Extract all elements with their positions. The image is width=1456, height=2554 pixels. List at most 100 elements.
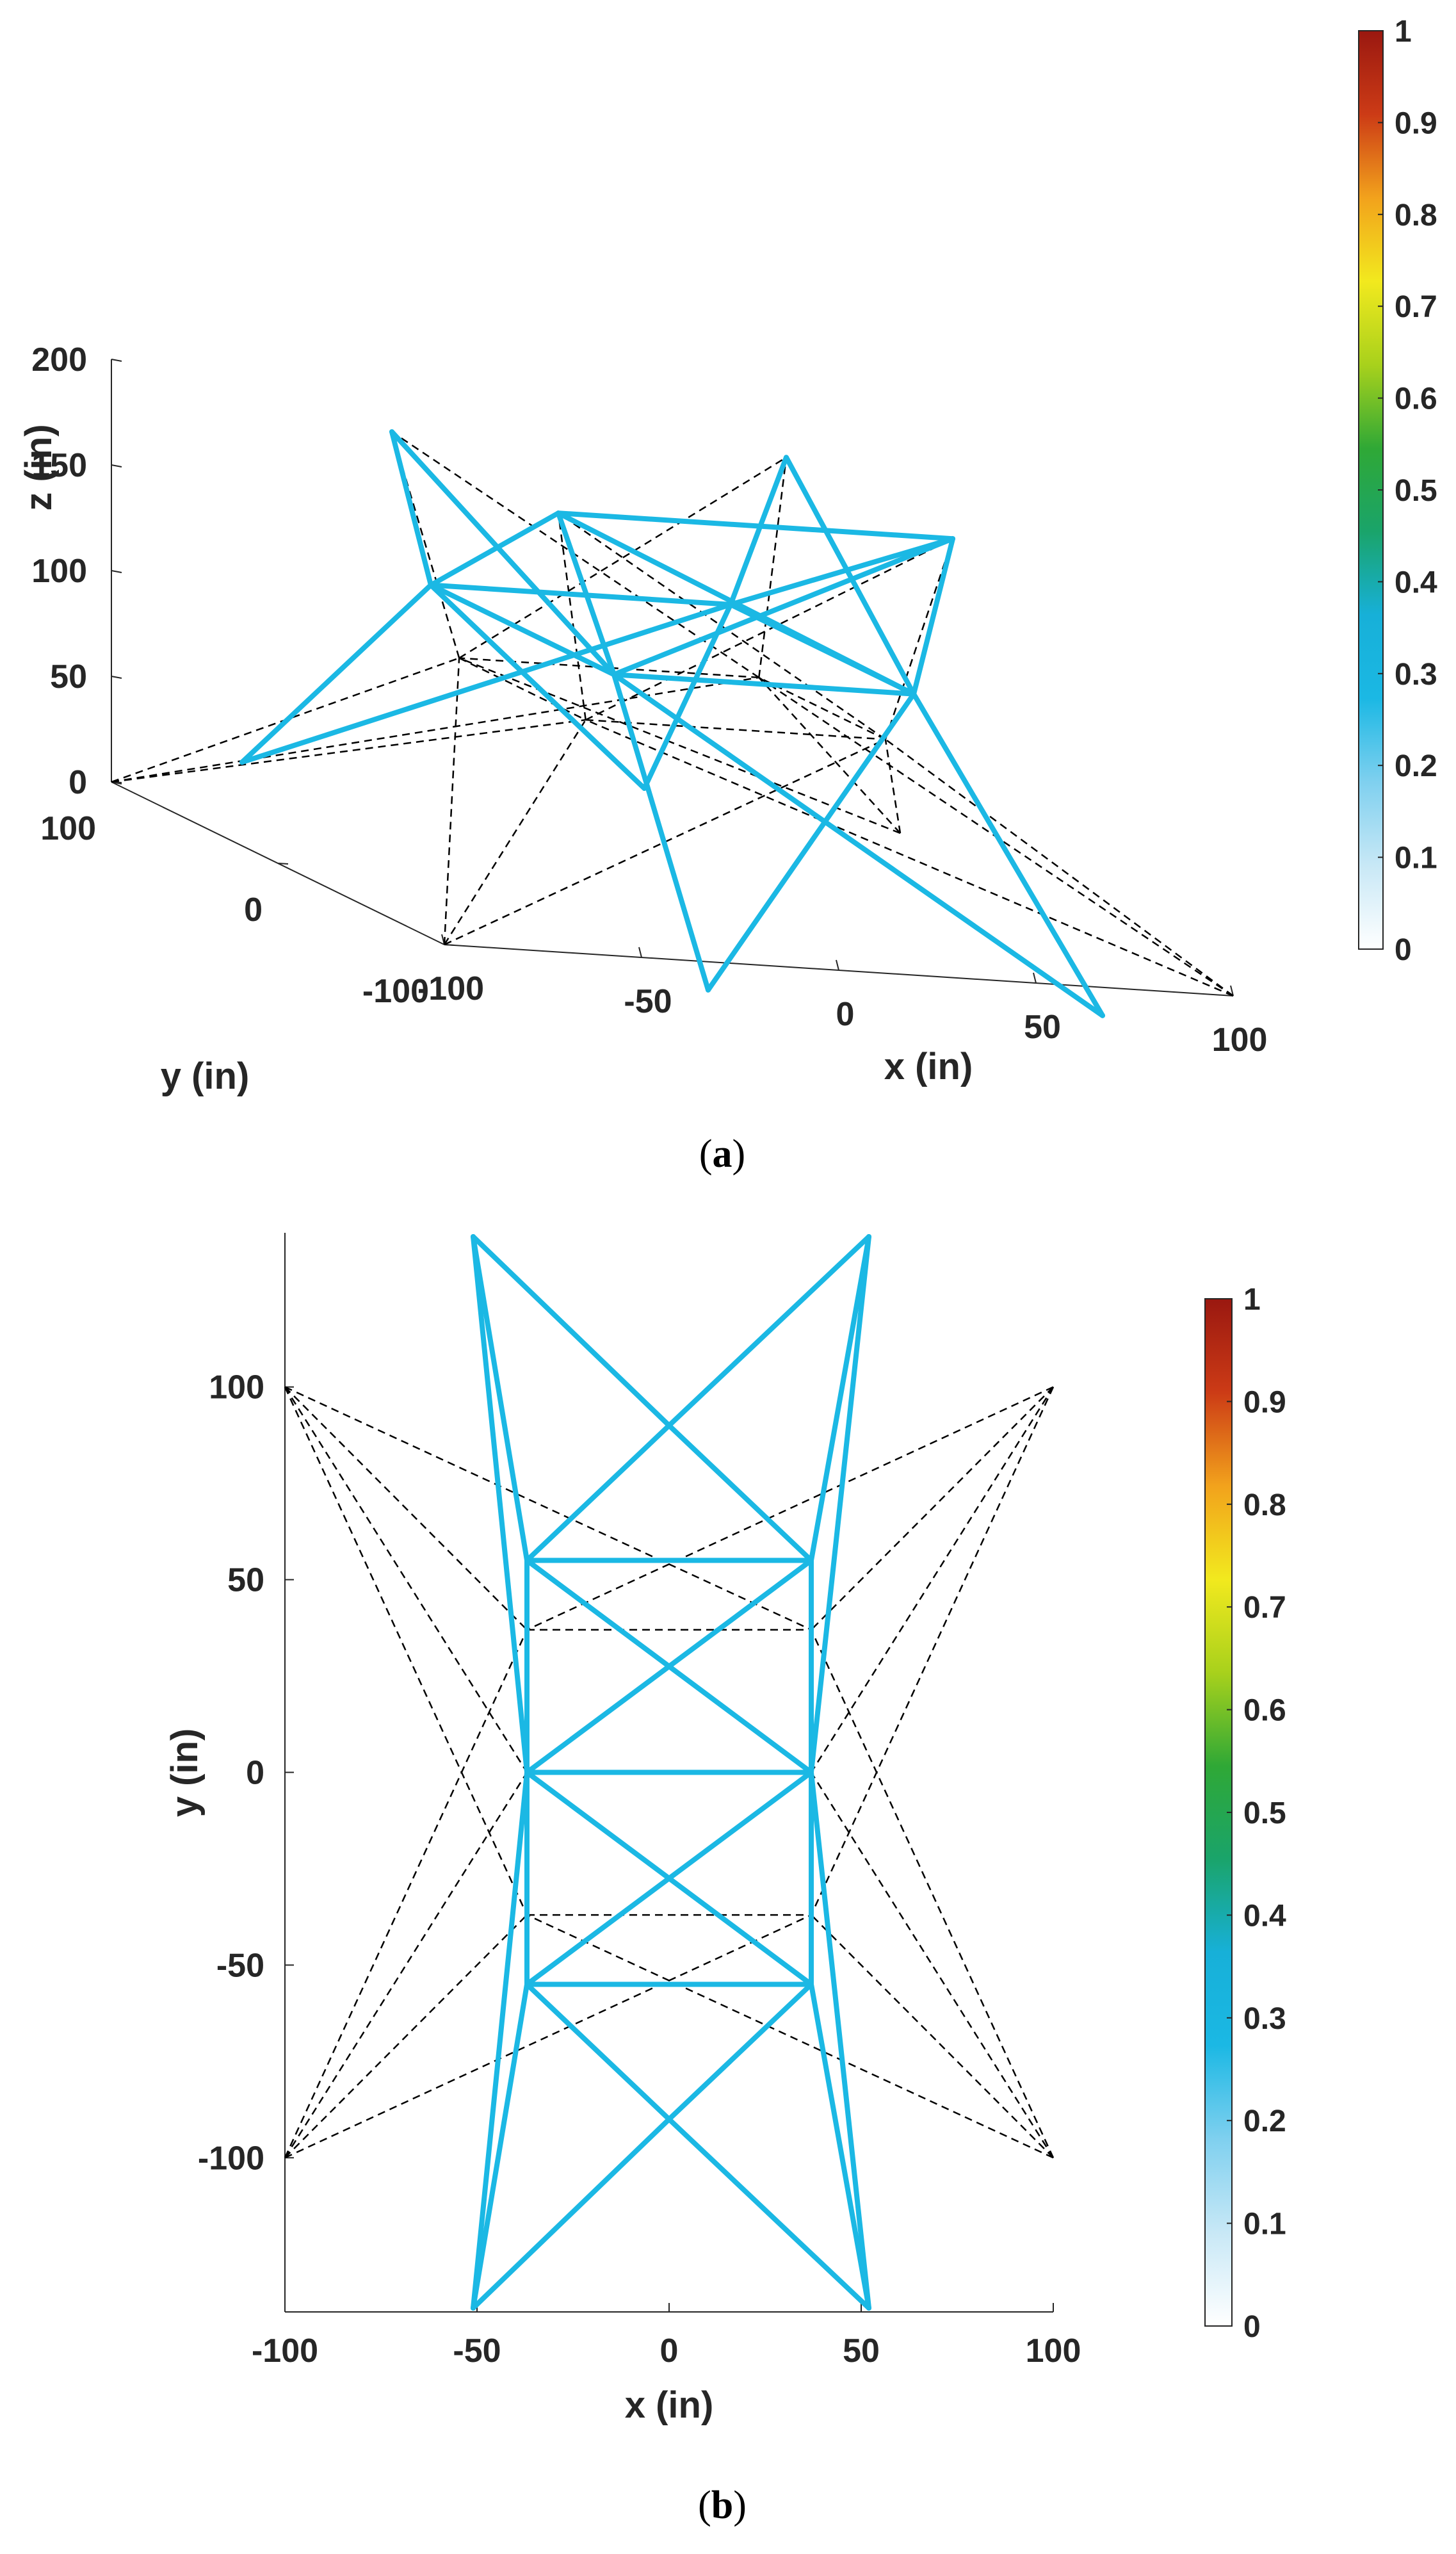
truss-member <box>524 1981 672 2122</box>
truss-member <box>911 691 1105 1018</box>
truss-member <box>471 1234 530 1775</box>
ground-structure-member <box>526 1386 1054 1631</box>
ground-structure-member <box>758 677 901 834</box>
x-axis-label: x (in) <box>884 1046 973 1087</box>
ground-structure-member <box>284 1629 528 2158</box>
ground-structure-member <box>526 1914 1054 2159</box>
colorbar-tick-label: 0 <box>1243 2310 1261 2344</box>
ground-structure-member <box>284 1386 812 1631</box>
ground-structure-member <box>443 719 586 945</box>
y-tick <box>277 863 289 865</box>
figure-panel-a: 0 50 100 150 200 -100 -50 0 50 100 100 0 -100 x (in) y… <box>0 0 1456 1198</box>
ground-structure-member <box>443 658 460 945</box>
x-tick-label: -50 <box>453 2332 501 2370</box>
truss-member <box>667 2117 871 2311</box>
truss-member <box>389 429 433 588</box>
ground-structure-member <box>458 657 901 834</box>
truss-member <box>471 1234 530 1563</box>
figure-caption-b: (b) <box>698 2484 747 2527</box>
colorbar-tick-label: 0.7 <box>1395 290 1437 324</box>
colorbar-tick-label: 0.4 <box>1395 565 1437 599</box>
x-axis-label: x (in) <box>625 2384 714 2426</box>
truss-member <box>611 672 917 697</box>
colorbar-tick-label: 0.7 <box>1243 1591 1286 1625</box>
colorbar-tick-label: 0.6 <box>1395 382 1437 416</box>
truss-member <box>556 510 617 678</box>
y-tick-label: 50 <box>227 1562 264 1599</box>
truss-member <box>611 672 711 993</box>
ground-structure-member <box>391 431 759 678</box>
y-tick-label: -50 <box>216 1947 264 1984</box>
truss-member <box>471 1234 672 1428</box>
caption-label: a <box>713 1132 732 1176</box>
colorbar-tick-label: 0.9 <box>1243 1385 1286 1419</box>
y-tick-label: 100 <box>209 1369 264 1406</box>
y-tick-label: -100 <box>362 973 429 1010</box>
colorbar-tick-label: 0.3 <box>1243 2002 1286 2036</box>
colorbar-tick-label: 0.4 <box>1243 1899 1286 1933</box>
ground-structure-member <box>111 719 586 783</box>
ground-structure-member <box>884 739 902 834</box>
x-tick-label: 50 <box>843 2332 880 2370</box>
truss-member <box>389 429 617 678</box>
truss-member <box>524 1558 814 1775</box>
z-tick-label: 100 <box>31 553 87 590</box>
truss-member <box>911 536 955 697</box>
truss-member <box>239 601 734 765</box>
colorbar-tick-label: 0.3 <box>1395 658 1437 692</box>
truss-3d-chart: 0 50 100 150 200 -100 -50 0 50 100 100 0 -100 x (in) y… <box>18 15 1437 1176</box>
ground-structure-member <box>284 1387 528 1773</box>
ground-structure-member <box>557 513 586 720</box>
truss-member <box>471 1981 530 2311</box>
x-tick-label: 50 <box>1024 1009 1061 1046</box>
truss-member <box>471 2117 672 2311</box>
x-tick <box>836 959 839 971</box>
x-tick-label: -100 <box>417 970 484 1007</box>
ground-structure-member <box>811 1386 1054 1631</box>
ground-structure-member <box>811 1914 1054 2159</box>
x-tick-label: 0 <box>836 996 855 1033</box>
truss-member <box>556 510 917 697</box>
truss-member <box>667 1234 871 1428</box>
z-tick <box>111 570 122 573</box>
x-tick <box>1033 972 1037 984</box>
ground-structure-member <box>810 1387 1055 1916</box>
z-tick-label: 0 <box>69 764 87 801</box>
colorbar-tick-label: 0.6 <box>1243 1694 1286 1728</box>
ground-structure-member <box>284 1771 528 2158</box>
colorbar-tick-label: 0.9 <box>1395 106 1437 140</box>
colorbar-tick-label: 0.8 <box>1395 199 1437 232</box>
ground-structure-member <box>885 738 1234 997</box>
truss-member <box>428 582 617 678</box>
truss-member <box>611 536 955 678</box>
x-tick-label: 100 <box>1212 1021 1268 1059</box>
truss-member <box>706 691 917 993</box>
y-axis-label: y (in) <box>161 1055 250 1097</box>
truss-2d-chart: -100 -50 0 50 100 100 50 0 -50 -100 x (in) y (in) 0 0… <box>164 1233 1286 2527</box>
x-tick-label: 100 <box>1026 2332 1081 2370</box>
x-tick-label: -100 <box>252 2332 318 2370</box>
y-tick-label: 0 <box>246 1755 264 1792</box>
truss-member <box>809 1234 871 1775</box>
truss-member <box>809 1981 871 2311</box>
x-tick <box>638 947 642 958</box>
ground-structure-member <box>284 1386 528 1631</box>
ground-structure-member <box>884 538 954 740</box>
truss-member <box>728 536 955 607</box>
truss-member <box>728 455 789 607</box>
colorbar-tick-label: 0.2 <box>1243 2104 1286 2138</box>
truss-member <box>428 510 561 588</box>
y-tick-label: -100 <box>198 2140 264 2177</box>
colorbar-tick-label: 0.5 <box>1395 474 1437 508</box>
colorbar-tick-label: 0.1 <box>1395 842 1437 875</box>
colorbar-tick-label: 1 <box>1395 15 1412 49</box>
colorbar-tick-label: 0.8 <box>1243 1488 1286 1522</box>
truss-member <box>809 1769 871 2311</box>
truss-member <box>524 1769 814 1987</box>
z-tick <box>111 464 122 468</box>
colorbar-tick-label: 1 <box>1243 1283 1261 1317</box>
truss-member <box>428 582 734 607</box>
x-tick-label: 0 <box>660 2332 679 2370</box>
x-tick-label: -50 <box>624 983 672 1020</box>
ground-structure-member <box>284 1914 812 2159</box>
